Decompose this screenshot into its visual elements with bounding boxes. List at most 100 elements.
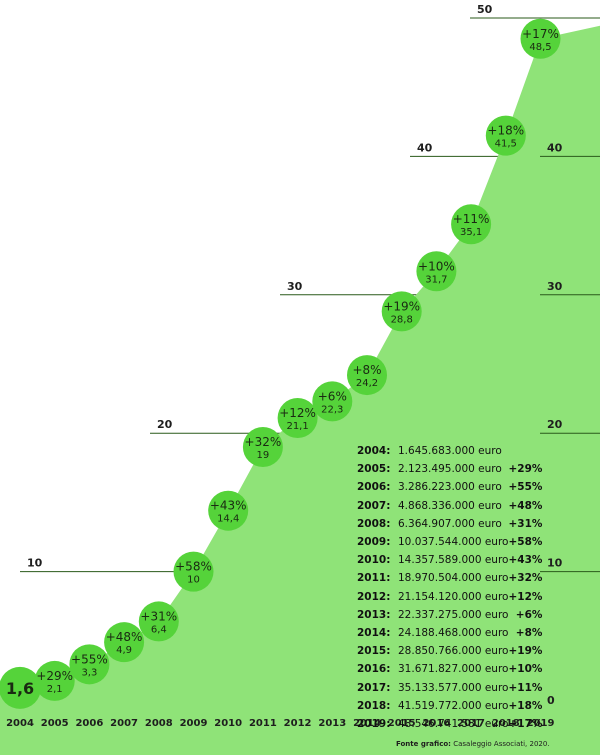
table-change: +32%: [508, 572, 543, 585]
y-tick-label-right: 40: [547, 141, 563, 154]
table-amount: 2.123.495.000 euro: [398, 463, 502, 476]
table-change: +11%: [508, 681, 543, 694]
growth-label: +19%: [383, 299, 420, 313]
table-row: 2005: 2.123.495.000 euro +29%: [357, 460, 542, 478]
table-row: 2018: 41.519.772.000 euro +18%: [357, 697, 542, 715]
table-amount: 48.546.741.581 euro: [398, 717, 509, 730]
data-label: 22,3: [321, 404, 343, 415]
table-change: +10%: [508, 663, 543, 676]
data-bubbles: 1,6+29%2,1+55%3,3+48%4,9+31%6,4+58%10+43…: [0, 18, 561, 709]
table-row: 2006: 3.286.223.000 euro +55%: [357, 478, 542, 496]
growth-label: +48%: [106, 630, 143, 644]
table-year: 2016:: [357, 663, 391, 676]
growth-label: +8%: [352, 363, 381, 377]
table-amount: 6.364.907.000 euro: [398, 517, 502, 530]
y-tick-label: 10: [27, 557, 43, 570]
y-tick-label-zero: 0: [547, 694, 555, 707]
area-base: [0, 710, 600, 755]
growth-label: +17%: [522, 27, 559, 41]
x-axis: 2004 2005 2006 2007 2008 2009 2010 2011 2012 2013…: [6, 718, 554, 729]
table-amount: 1.645.683.000 euro: [398, 445, 502, 458]
table-amount: 22.337.275.000 euro: [398, 608, 509, 621]
data-point: [104, 622, 145, 663]
table-change: +48%: [508, 499, 543, 512]
table-change: +8%: [515, 626, 543, 639]
table-year: 2004:: [357, 445, 391, 458]
table-year: 2010:: [357, 554, 391, 567]
table-row: 2015: 28.850.766.000 euro +19%: [357, 642, 542, 660]
table-year: 2018:: [357, 699, 391, 712]
y-tick-label: 20: [157, 418, 173, 431]
x-tick-label: 2007: [110, 718, 138, 729]
data-point: [312, 381, 353, 422]
growth-label: +43%: [210, 499, 247, 513]
table-year: 2011:: [357, 572, 391, 585]
area-fill: [0, 25, 600, 730]
data-label: 24,2: [356, 378, 378, 389]
table-change: +43%: [508, 554, 543, 567]
x-tick-label: 2018: [492, 718, 520, 729]
growth-label: +11%: [453, 212, 490, 226]
data-point: [34, 660, 75, 701]
table-year: 2009:: [357, 536, 391, 549]
growth-label: +32%: [245, 435, 282, 449]
table-change: +17%: [508, 717, 543, 730]
data-label: 31,7: [425, 274, 447, 285]
data-point: [520, 18, 561, 59]
y-tick-label: 30: [287, 280, 303, 293]
data-label: 41,5: [495, 139, 517, 150]
growth-label: +29%: [36, 669, 73, 683]
table-change: +55%: [508, 481, 543, 494]
x-tick-label: 2019: [527, 718, 555, 729]
y-tick-label-right: 20: [547, 418, 563, 431]
data-point: [208, 490, 249, 531]
table-change: +29%: [508, 463, 543, 476]
table-year: 2007:: [357, 499, 391, 512]
table-amount: 3.286.223.000 euro: [398, 481, 502, 494]
x-tick-label: 2010: [214, 718, 242, 729]
data-point: [138, 601, 179, 642]
growth-label: +18%: [487, 124, 524, 138]
x-tick-label: 2012: [284, 718, 312, 729]
data-point: [277, 397, 318, 438]
x-tick-label: 2013: [318, 718, 346, 729]
x-tick-label: 2008: [145, 718, 173, 729]
table-row: 2019: 48.546.741.581 euro +17%: [357, 715, 542, 733]
x-tick-label: 2006: [75, 718, 103, 729]
data-point: [347, 355, 387, 396]
table-row: 2007: 4.868.336.000 euro +48%: [357, 497, 542, 515]
y-tick-label: 40: [417, 141, 433, 154]
growth-label: +6%: [318, 389, 347, 403]
x-tick-label: 2017: [457, 718, 485, 729]
data-point: [485, 115, 526, 156]
table-change: +31%: [508, 517, 543, 530]
table-row: 2008: 6.364.907.000 euro +31%: [357, 515, 542, 533]
table-amount: 4.868.336.000 euro: [398, 499, 502, 512]
data-point: [69, 644, 110, 685]
table-year: 2012:: [357, 590, 391, 603]
table-row: 2012: 21.154.120.000 euro +12%: [357, 588, 542, 606]
data-label: 14,4: [217, 514, 239, 525]
table-year: 2006:: [357, 481, 391, 494]
x-tick-label: 2015: [388, 718, 416, 729]
table-row: 2013: 22.337.275.000 euro +6%: [357, 606, 542, 624]
data-label: 1,6: [6, 679, 34, 698]
table-amount: 41.519.772.000 euro: [398, 699, 509, 712]
data-table: 2004: 1.645.683.000 euro 2005: 2.123.495.00…: [357, 442, 542, 733]
table-amount: 28.850.766.000 euro: [398, 645, 509, 658]
growth-label: +58%: [175, 560, 212, 574]
table-change: +6%: [515, 608, 543, 621]
data-point: [0, 666, 41, 709]
table-change: +18%: [508, 699, 543, 712]
table-amount: 10.037.544.000 euro: [398, 536, 509, 549]
growth-label: +55%: [71, 652, 108, 666]
data-label: 3,3: [81, 667, 97, 678]
x-tick-label: 2014: [353, 718, 381, 729]
table-row: 2011: 18.970.504.000 euro +32%: [357, 569, 542, 587]
table-amount: 24.188.468.000 euro: [398, 626, 509, 639]
x-tick-label: 2005: [41, 718, 69, 729]
data-label: 2,1: [47, 684, 63, 695]
table-year: 2005:: [357, 463, 391, 476]
